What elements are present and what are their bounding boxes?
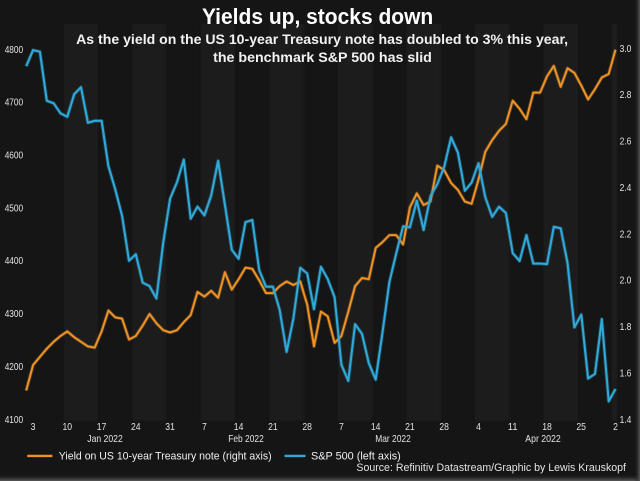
svg-text:3.0: 3.0	[620, 44, 632, 55]
svg-text:4800: 4800	[5, 45, 24, 56]
svg-text:2: 2	[613, 422, 618, 433]
svg-text:1.6: 1.6	[620, 368, 632, 379]
svg-text:2.4: 2.4	[620, 183, 632, 194]
svg-text:31: 31	[165, 422, 175, 433]
svg-text:Source: Refinitiv Datastream/G: Source: Refinitiv Datastream/Graphic by …	[356, 462, 627, 474]
svg-text:Jan 2022: Jan 2022	[87, 434, 123, 445]
svg-text:14: 14	[371, 422, 381, 433]
svg-text:4100: 4100	[5, 415, 24, 426]
svg-text:18: 18	[542, 422, 552, 433]
svg-text:4700: 4700	[5, 98, 24, 109]
svg-text:2.8: 2.8	[620, 90, 632, 101]
svg-text:21: 21	[405, 422, 415, 433]
svg-text:4500: 4500	[5, 203, 24, 214]
svg-text:3: 3	[31, 422, 36, 433]
svg-text:Apr 2022: Apr 2022	[525, 434, 561, 445]
svg-text:1.4: 1.4	[620, 415, 632, 426]
svg-text:4400: 4400	[5, 256, 24, 267]
svg-text:Mar 2022: Mar 2022	[375, 434, 411, 445]
svg-text:4200: 4200	[5, 362, 24, 373]
svg-text:S&P 500 (left axis): S&P 500 (left axis)	[311, 450, 401, 462]
svg-text:4: 4	[476, 422, 481, 433]
svg-text:Yields up, stocks down: Yields up, stocks down	[202, 4, 433, 29]
svg-text:1.8: 1.8	[620, 322, 632, 333]
svg-text:28: 28	[302, 422, 312, 433]
svg-text:11: 11	[508, 422, 518, 433]
svg-text:4300: 4300	[5, 309, 24, 320]
svg-text:4600: 4600	[5, 151, 24, 162]
svg-text:Yield on US 10-year Treasury n: Yield on US 10-year Treasury note (right…	[59, 450, 272, 462]
svg-text:the benchmark S&P 500 has slid: the benchmark S&P 500 has slid	[213, 50, 432, 65]
svg-text:10: 10	[63, 422, 73, 433]
svg-text:2.2: 2.2	[620, 229, 632, 240]
svg-text:28: 28	[439, 422, 449, 433]
svg-text:17: 17	[97, 422, 107, 433]
svg-text:2.6: 2.6	[620, 137, 632, 148]
svg-text:14: 14	[234, 422, 244, 433]
svg-text:24: 24	[131, 422, 141, 433]
svg-text:2.0: 2.0	[620, 276, 632, 287]
svg-text:7: 7	[202, 422, 207, 433]
svg-text:As the yield on the US 10-year: As the yield on the US 10-year Treasury …	[76, 32, 568, 47]
svg-text:7: 7	[339, 422, 344, 433]
svg-text:25: 25	[576, 422, 586, 433]
svg-text:Feb 2022: Feb 2022	[228, 434, 264, 445]
svg-text:21: 21	[268, 422, 278, 433]
